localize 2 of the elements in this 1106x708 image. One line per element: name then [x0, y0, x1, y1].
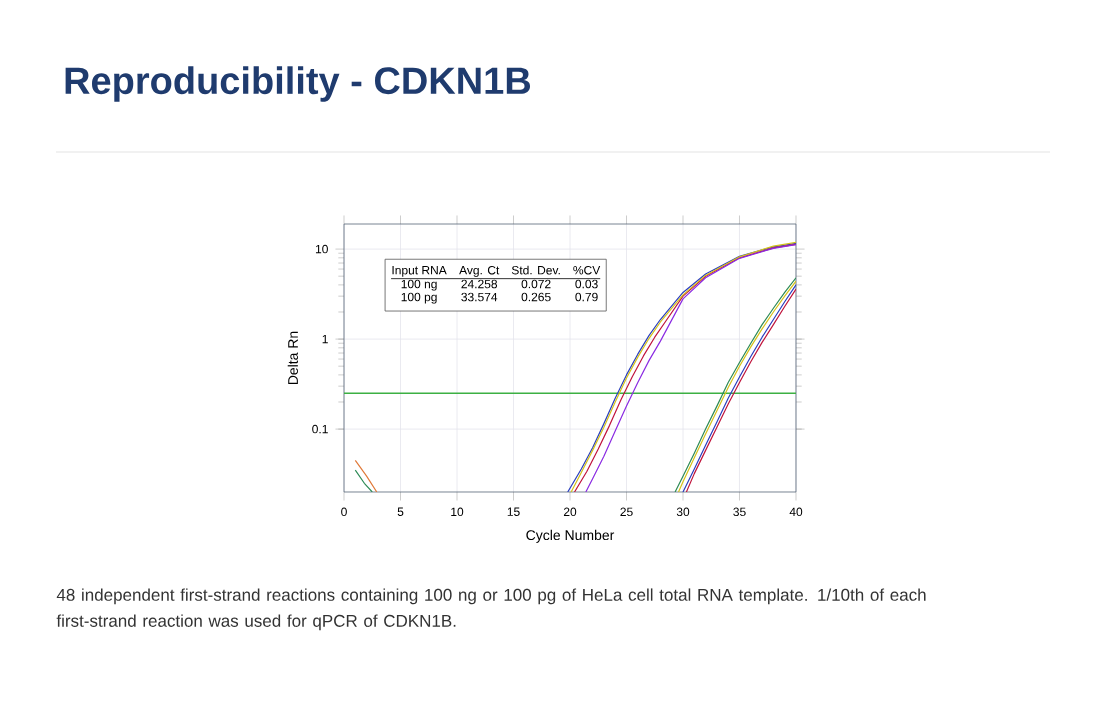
text: 48 independent first-strand reactions containing 100 ng or 100 pg of HeLa cell total RNA template. 1/10th of each first-strand reaction was used for qPCR of CDKN1B. [56, 588, 926, 631]
chart-title: Reproducibility - CDKN1B [65, 66, 531, 102]
